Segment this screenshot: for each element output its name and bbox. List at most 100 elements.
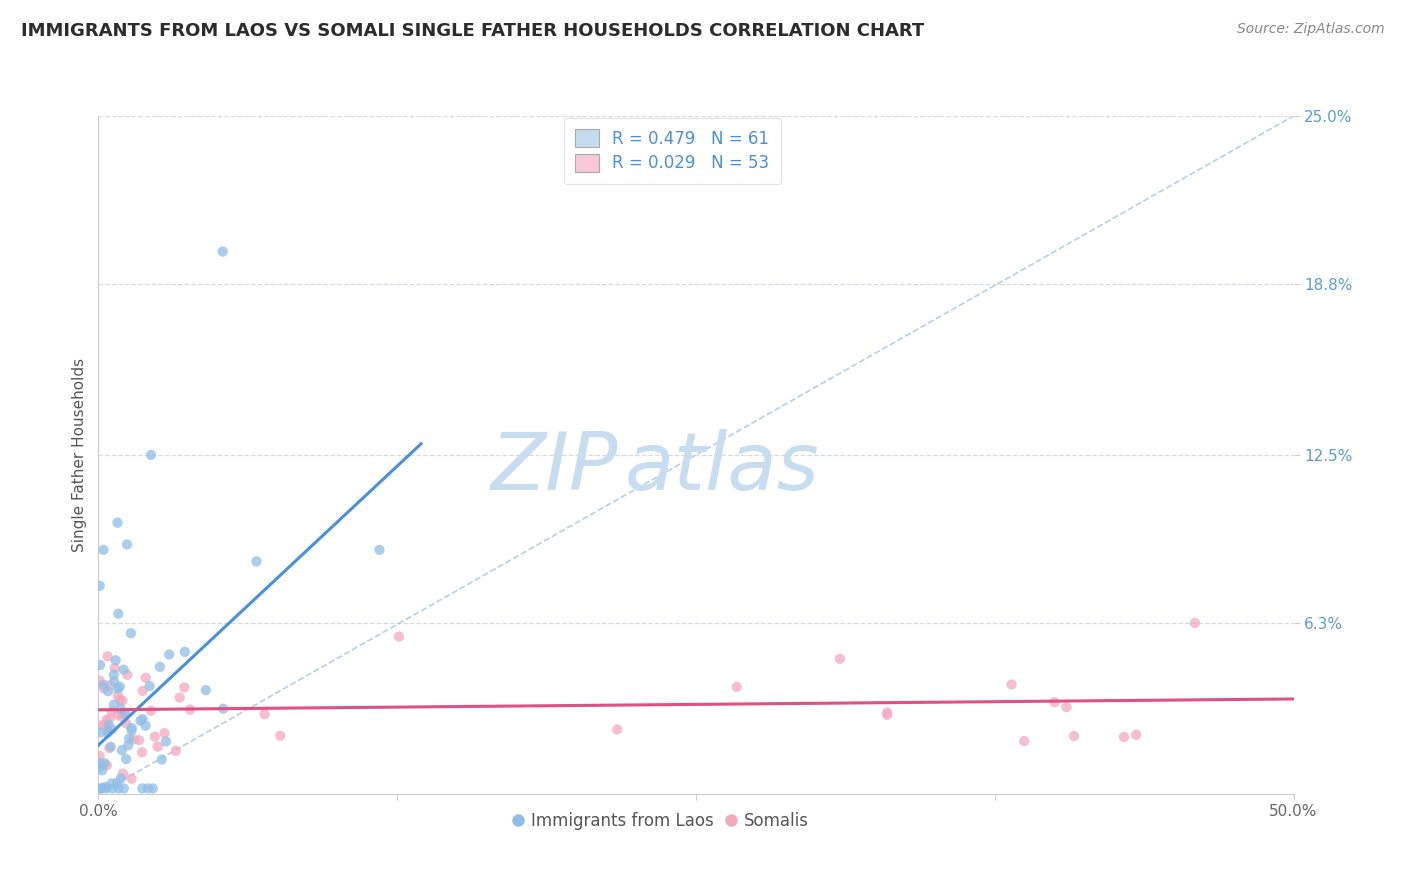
Point	[114, 706, 136, 721]
Point	[107, 607, 129, 621]
Point	[96, 713, 118, 727]
Point	[1056, 700, 1078, 714]
Point	[129, 714, 152, 728]
Point	[111, 710, 134, 724]
Point	[149, 660, 172, 674]
Point	[107, 516, 129, 530]
Point	[107, 689, 129, 703]
Point	[173, 645, 195, 659]
Point	[103, 674, 125, 689]
Point	[97, 718, 120, 732]
Point	[90, 781, 112, 796]
Point	[94, 780, 117, 794]
Point	[89, 760, 111, 774]
Point	[89, 658, 111, 673]
Point	[121, 772, 143, 786]
Point	[93, 681, 115, 696]
Point	[388, 630, 411, 644]
Point	[108, 693, 131, 707]
Point	[112, 706, 135, 721]
Point	[91, 764, 114, 778]
Point	[139, 448, 162, 462]
Point	[90, 725, 112, 739]
Point	[89, 749, 111, 764]
Point	[120, 626, 142, 640]
Point	[155, 734, 177, 748]
Point	[876, 706, 898, 720]
Point	[107, 681, 129, 696]
Point	[136, 781, 159, 796]
Point	[111, 766, 134, 780]
Point	[107, 781, 129, 796]
Point	[98, 712, 121, 726]
Point	[173, 681, 195, 695]
Point	[153, 726, 176, 740]
Point	[103, 698, 125, 712]
Point	[1063, 729, 1085, 743]
Text: ZIP: ZIP	[491, 429, 619, 508]
Point	[165, 744, 187, 758]
Point	[89, 756, 111, 771]
Point	[1043, 695, 1066, 709]
Point	[101, 704, 124, 718]
Point	[108, 680, 131, 694]
Point	[104, 653, 127, 667]
Point	[110, 772, 132, 786]
Point	[131, 745, 153, 759]
Point	[100, 739, 122, 754]
Point	[212, 702, 235, 716]
Point	[111, 743, 134, 757]
Point	[179, 703, 201, 717]
Point	[115, 752, 138, 766]
Point	[157, 648, 180, 662]
Point	[105, 776, 128, 790]
Point	[143, 730, 166, 744]
Point	[97, 684, 120, 698]
Point	[93, 756, 115, 771]
Point	[146, 739, 169, 754]
Point	[876, 707, 898, 722]
Point	[93, 678, 115, 692]
Point	[138, 679, 160, 693]
Point	[110, 702, 132, 716]
Point	[1112, 730, 1135, 744]
Point	[128, 733, 150, 747]
Point	[1184, 615, 1206, 630]
Point	[89, 673, 111, 688]
Point	[245, 554, 267, 568]
Point	[98, 741, 121, 756]
Point	[142, 781, 165, 796]
Point	[1000, 677, 1022, 691]
Point	[131, 781, 153, 796]
Point	[135, 671, 157, 685]
Point	[253, 707, 276, 722]
Point	[269, 729, 291, 743]
Point	[100, 776, 122, 790]
Point	[211, 244, 233, 259]
Point	[194, 683, 217, 698]
Point	[93, 718, 115, 732]
Point	[97, 649, 120, 664]
Point	[103, 668, 125, 682]
Point	[1012, 734, 1035, 748]
Point	[606, 723, 628, 737]
Legend: Immigrants from Laos, Somalis: Immigrants from Laos, Somalis	[505, 805, 815, 837]
Text: IMMIGRANTS FROM LAOS VS SOMALI SINGLE FATHER HOUSEHOLDS CORRELATION CHART: IMMIGRANTS FROM LAOS VS SOMALI SINGLE FA…	[21, 22, 924, 40]
Point	[104, 661, 127, 675]
Point	[139, 704, 162, 718]
Point	[112, 663, 135, 677]
Point	[135, 719, 157, 733]
Point	[96, 722, 118, 736]
Point	[89, 718, 111, 732]
Point	[117, 738, 139, 752]
Point	[97, 725, 120, 739]
Point	[725, 680, 748, 694]
Point	[89, 781, 111, 796]
Point	[121, 721, 143, 735]
Text: atlas: atlas	[624, 429, 820, 508]
Point	[368, 542, 391, 557]
Point	[118, 731, 141, 746]
Point	[169, 690, 191, 705]
Point	[115, 537, 138, 551]
Point	[131, 684, 153, 698]
